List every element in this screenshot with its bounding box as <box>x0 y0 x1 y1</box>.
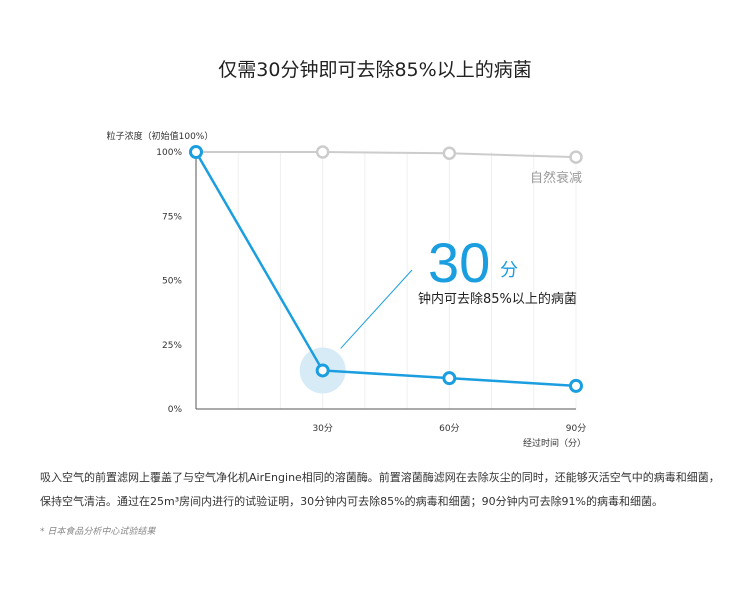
y-tick-label: 100% <box>156 148 182 158</box>
data-point <box>569 150 583 164</box>
y-tick-label: 75% <box>162 212 182 222</box>
data-point <box>189 145 203 159</box>
chart-title: 仅需30分钟即可去除85%以上的病菌 <box>218 59 532 81</box>
x-axis-label: 经过时间（分） <box>523 437 586 449</box>
data-point <box>442 371 457 386</box>
series-label: 自然衰减 <box>530 170 582 186</box>
y-tick-label: 25% <box>162 341 182 351</box>
y-tick-label: 50% <box>162 277 182 287</box>
y-tick-label: 0% <box>168 405 183 415</box>
callout-text: 钟内可去除85%以上的病菌 <box>418 291 577 307</box>
data-point <box>569 378 583 393</box>
callout-unit: 分 <box>500 260 518 281</box>
data-point <box>442 146 457 161</box>
x-tick-label: 30分 <box>312 423 332 434</box>
callout-line <box>340 269 413 349</box>
data-point <box>315 145 330 159</box>
footnote: * 日本食品分析中心试验结果 <box>40 527 156 537</box>
y-axis-label: 粒子浓度（初始值100%） <box>107 130 214 142</box>
callout-number: 30 <box>428 231 490 294</box>
x-tick-label: 90分 <box>566 423 586 434</box>
series-line <box>196 151 577 159</box>
data-point <box>315 363 330 378</box>
description-text: 吸入空气的前置滤网上覆盖了与空气净化机AirEngine相同的溶菌酶。前置溶菌酶… <box>40 471 720 508</box>
x-tick-label: 60分 <box>439 423 459 434</box>
line-chart: 0%25%50%75%100%粒子浓度（初始值100%）30分 60分 90分经过时… <box>107 130 587 449</box>
series-line <box>194 151 577 388</box>
